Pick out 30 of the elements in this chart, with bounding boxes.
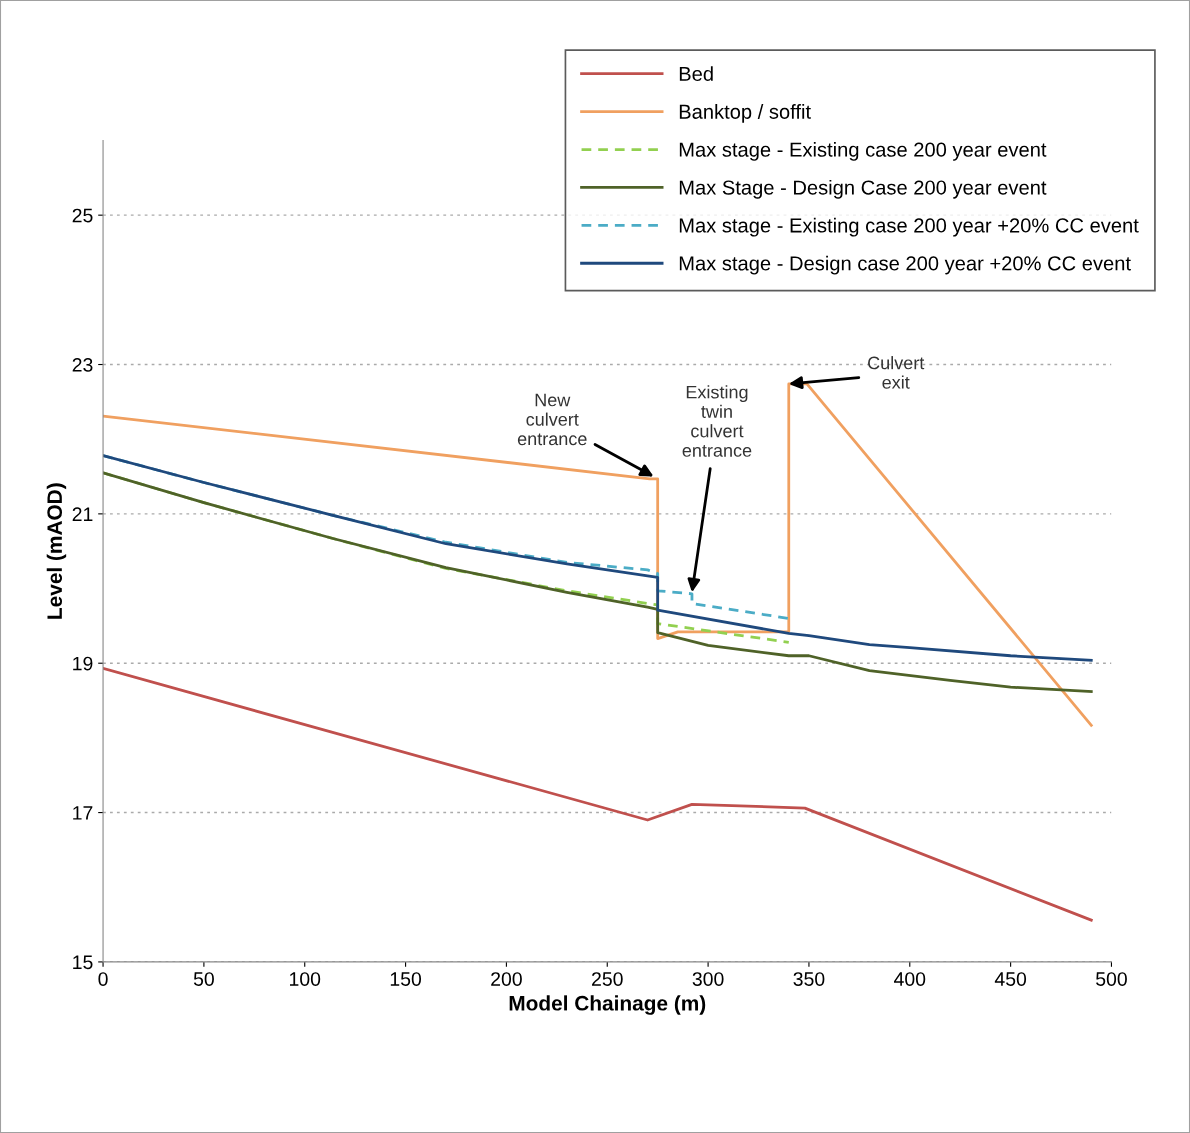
x-tick-label: 150 <box>390 972 422 986</box>
y-tick-label: 23 <box>72 357 93 372</box>
y-tick-label: 19 <box>73 656 93 671</box>
y-axis-title: Level (mAOD) <box>46 483 67 619</box>
x-axis-title: Model Chainage (m) <box>509 995 706 1015</box>
x-tick-label: 300 <box>692 972 724 986</box>
x-tick-label: 200 <box>491 972 522 986</box>
y-tick-label: 15 <box>73 955 93 970</box>
legend-label: Bed <box>679 66 713 81</box>
annotation: Culvert exit <box>868 356 925 389</box>
legend-label: Max Stage - Design Case 200 year event <box>679 179 1047 199</box>
x-tick-label: 450 <box>994 972 1027 986</box>
legend-label: Banktop / soffit <box>679 104 811 123</box>
line-series <box>103 471 1093 693</box>
annotation: New culvert entrance <box>517 393 587 446</box>
legend-label: Max stage - Existing case 200 year +20% CC event <box>679 217 1139 237</box>
legend-label: Max stage - Design case 200 year +20% CC event <box>679 255 1131 275</box>
x-tick-label: 100 <box>290 972 321 986</box>
legend-label: Max stage - Existing case 200 year event <box>679 141 1047 161</box>
x-tick-label: 350 <box>793 972 825 986</box>
x-tick-label: 0 <box>98 972 108 986</box>
x-tick-label: 250 <box>592 972 623 986</box>
y-tick-label: 17 <box>73 806 93 820</box>
line-series <box>103 667 1093 922</box>
x-tick-label: 500 <box>1096 972 1127 986</box>
y-tick-label: 21 <box>72 507 93 521</box>
x-tick-label: 50 <box>193 972 214 986</box>
annotation: Existing twin culvert entrance <box>682 385 752 457</box>
y-tick-label: 25 <box>72 208 93 223</box>
x-tick-label: 400 <box>894 972 926 986</box>
